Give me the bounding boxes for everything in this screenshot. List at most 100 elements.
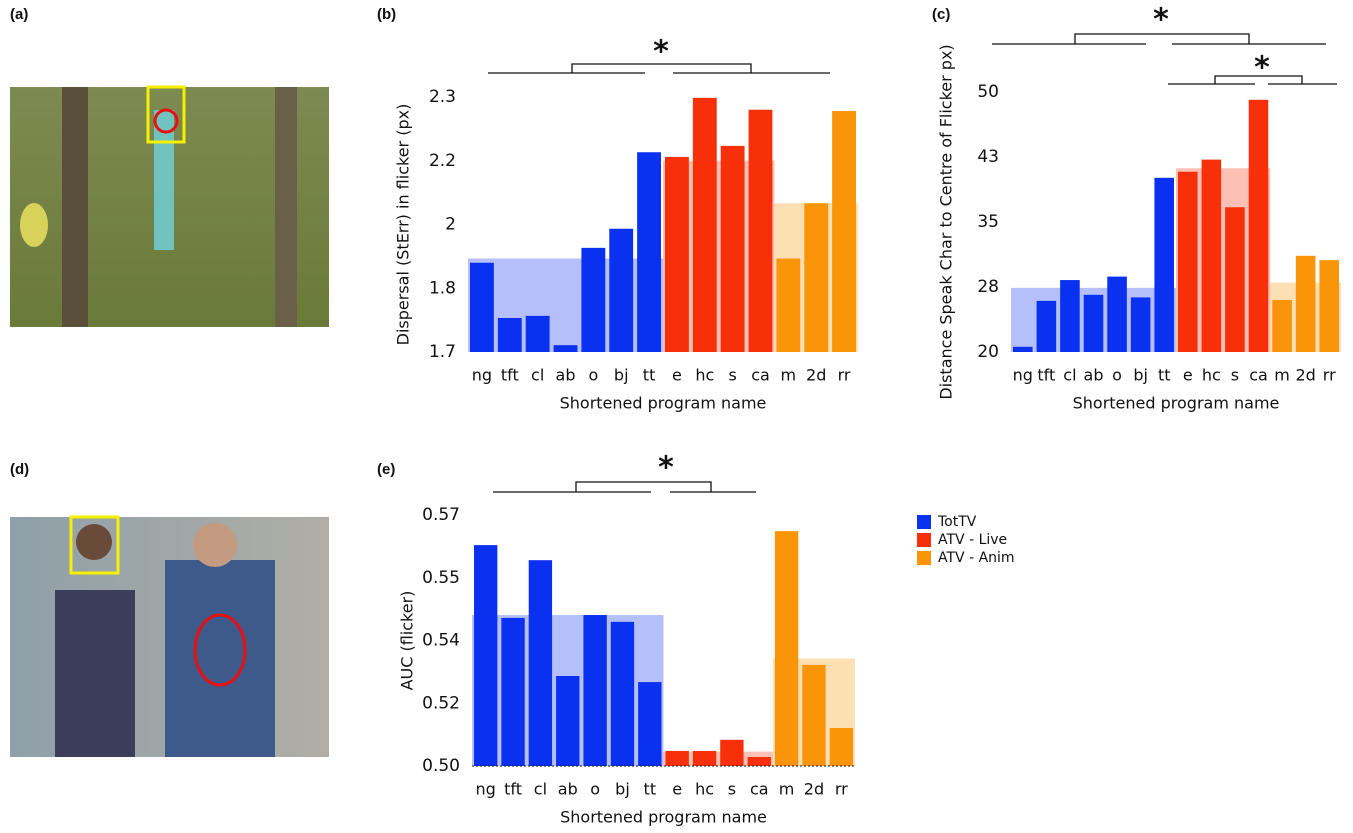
x-tick-label: rr (1323, 366, 1336, 385)
bar (1201, 159, 1222, 352)
x-tick-label: ab (556, 366, 576, 385)
bar (525, 315, 550, 352)
y-tick-label: 50 (977, 82, 999, 102)
y-tick-label: 0.50 (422, 756, 460, 776)
panel-label: (a) (10, 6, 28, 23)
bar (609, 228, 634, 352)
significance-bracket (493, 481, 756, 493)
y-axis-label: Distance Speak Char to Centre of Flicker… (937, 44, 956, 399)
bar (720, 145, 745, 352)
x-tick-label: cl (534, 780, 547, 799)
bar (638, 682, 662, 766)
x-tick-label: rr (838, 366, 851, 385)
bar (1036, 300, 1057, 352)
photo-d (10, 515, 329, 757)
x-tick-label: ng (476, 780, 496, 799)
x-tick-label: o (590, 780, 600, 799)
significance-bracket (1168, 75, 1337, 85)
x-tick-label: hc (1202, 366, 1221, 385)
x-tick-label: 2d (1295, 366, 1315, 385)
bar (1130, 297, 1151, 352)
panel-label: (b) (377, 6, 396, 23)
bar (1225, 207, 1245, 352)
x-tick-label: cl (1063, 366, 1076, 385)
x-tick-label: o (588, 366, 598, 385)
bar (829, 727, 853, 766)
x-tick-label: ca (751, 366, 770, 385)
x-tick-label: hc (695, 366, 714, 385)
y-tick-label: 20 (977, 342, 999, 362)
x-tick-label: m (781, 366, 797, 385)
legend-label: ATV - Anim (938, 550, 1015, 566)
x-axis-label: Shortened program name (560, 394, 767, 413)
x-tick-label: m (779, 780, 795, 799)
significance-mark: * (658, 451, 674, 486)
bar (802, 664, 826, 766)
x-axis-label: Shortened program name (1073, 394, 1280, 413)
x-tick-label: tt (1158, 366, 1171, 385)
x-tick-label: tt (644, 780, 657, 799)
x-tick-label: rr (835, 780, 848, 799)
y-tick-label: 0.57 (422, 505, 460, 525)
legend-label: TotTV (937, 514, 977, 530)
significance-bracket (488, 63, 830, 74)
y-tick-label: 35 (977, 212, 999, 232)
bar (692, 750, 717, 766)
bar (470, 262, 494, 352)
x-tick-label: ng (1013, 366, 1033, 385)
group-mean (468, 258, 663, 352)
bar (1272, 300, 1292, 352)
y-tick-label: 2 (445, 215, 456, 235)
bar (720, 739, 744, 766)
bar (748, 109, 773, 352)
x-tick-label: tft (1037, 366, 1055, 385)
y-axis-label: Dispersal (StErr) in flicker (px) (394, 104, 413, 346)
bar (774, 531, 799, 766)
x-tick-label: ca (1249, 366, 1268, 385)
bar (747, 757, 771, 766)
x-tick-label: bj (1133, 366, 1148, 385)
bar (553, 345, 578, 352)
x-tick-label: e (672, 780, 682, 799)
x-tick-label: tft (501, 366, 519, 385)
bar (583, 615, 607, 766)
panel-label: (c) (932, 6, 950, 23)
x-tick-label: e (1183, 366, 1193, 385)
y-tick-label: 43 (977, 147, 999, 167)
significance-mark: * (1153, 3, 1169, 38)
photo-a (10, 85, 329, 327)
bar (832, 111, 856, 353)
legend-label: ATV - Live (938, 532, 1007, 548)
bar (1060, 280, 1080, 352)
bar (1319, 260, 1339, 352)
x-tick-label: bj (614, 366, 629, 385)
bar (528, 560, 553, 766)
y-tick-label: 0.52 (422, 693, 460, 713)
y-tick-label: 2.2 (429, 151, 456, 171)
bar (1107, 276, 1127, 352)
bar (665, 156, 689, 352)
x-tick-label: hc (695, 780, 714, 799)
bar (804, 203, 829, 352)
x-tick-label: ab (558, 780, 578, 799)
bar (497, 318, 522, 352)
x-tick-label: s (728, 780, 736, 799)
x-tick-label: bj (615, 780, 630, 799)
bar (501, 617, 525, 766)
bar (1013, 346, 1033, 352)
x-tick-label: ab (1084, 366, 1104, 385)
y-tick-label: 0.55 (422, 568, 460, 588)
bar (692, 97, 717, 352)
significance-bracket (992, 33, 1326, 45)
bar (1083, 294, 1104, 352)
legend-swatch (917, 515, 931, 529)
x-tick-label: tt (643, 366, 656, 385)
bar (776, 258, 801, 352)
panel-label: (d) (10, 461, 29, 478)
bar (1178, 171, 1198, 352)
y-tick-label: 1.8 (429, 278, 456, 298)
x-tick-label: tft (504, 780, 522, 799)
x-tick-label: cl (531, 366, 544, 385)
significance-mark: * (1254, 51, 1270, 86)
y-tick-label: 28 (977, 277, 999, 297)
